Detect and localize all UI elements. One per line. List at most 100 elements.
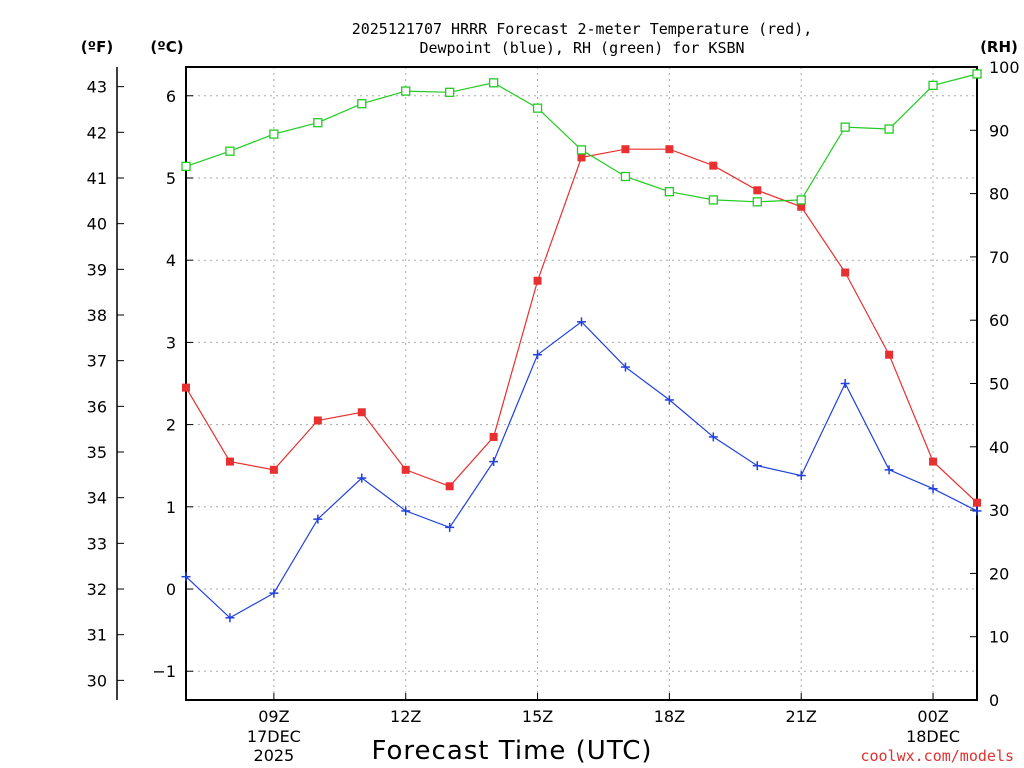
x-tick-label: 12Z	[390, 707, 421, 726]
rh-tick-label: 70	[989, 248, 1009, 267]
celsius-tick-label: 1	[166, 498, 176, 517]
rh-point	[884, 124, 894, 134]
dewpoint-point	[884, 465, 894, 475]
rh-point	[796, 195, 806, 205]
rh-tick-label: 40	[989, 438, 1009, 457]
rh-tick-label: 30	[989, 501, 1009, 520]
rh-point	[488, 78, 499, 88]
dewpoint-point	[445, 522, 455, 532]
rh-point	[357, 99, 367, 109]
temperature-point	[621, 145, 630, 154]
temperature-point	[445, 482, 454, 491]
rh-point	[928, 80, 938, 91]
dewpoint-point	[708, 432, 718, 442]
rh-unit-label: (RH)	[980, 38, 1018, 56]
x-axis-label: Forecast Time (UTC)	[371, 736, 652, 766]
fahrenheit-tick-label: 36	[87, 397, 107, 416]
rh-tick-label: 10	[989, 628, 1009, 647]
temperature-point	[841, 268, 850, 277]
dewpoint-point	[269, 588, 279, 598]
rh-point	[576, 145, 587, 155]
celsius-tick-label: 2	[166, 416, 176, 435]
rh-tick-label: 80	[989, 185, 1009, 204]
fahrenheit-tick-label: 35	[87, 443, 107, 462]
temperature-point	[357, 408, 366, 417]
temperature-point	[182, 383, 190, 392]
x-tick-label: 21Z	[786, 707, 817, 726]
temperature-point	[401, 465, 410, 474]
rh-line	[185, 73, 978, 203]
dewpoint-point	[840, 379, 850, 388]
rh-point	[664, 187, 675, 197]
dewpoint-point	[313, 514, 323, 524]
x-tick-label: 18Z	[654, 707, 685, 726]
rh-point	[225, 146, 235, 156]
x-tick-year-label: 2025	[254, 746, 295, 765]
x-tick-date-label: 17DEC	[247, 727, 301, 746]
dewpoint-point	[533, 350, 543, 360]
x-tick-label: 00Z	[917, 707, 948, 726]
celsius-tick-label: 3	[166, 333, 176, 352]
fahrenheit-tick-label: 43	[87, 78, 107, 97]
fahrenheit-tick-label: 41	[87, 169, 107, 188]
celsius-tick-label: 4	[166, 251, 176, 270]
celsius-unit-label: (ºC)	[150, 38, 183, 56]
dewpoint-point	[796, 471, 806, 481]
x-tick-label: 09Z	[258, 707, 289, 726]
dewpoint-line	[185, 321, 978, 619]
dewpoint-point	[489, 457, 499, 467]
chart-title-line2: Dewpoint (blue), RH (green) for KSBN	[419, 39, 744, 57]
temperature-point	[753, 186, 762, 195]
dewpoint-point	[357, 473, 367, 483]
data-series	[181, 69, 982, 623]
fahrenheit-tick-label: 42	[87, 123, 107, 142]
rh-point	[313, 118, 323, 128]
fahrenheit-unit-label: (ºF)	[81, 38, 113, 56]
fahrenheit-tick-label: 30	[87, 671, 107, 690]
dewpoint-point	[225, 613, 235, 623]
fahrenheit-tick-label: 38	[87, 306, 107, 325]
grid-lines	[186, 67, 977, 700]
axes: 3031323334353637383940414243−10123456010…	[87, 58, 1020, 765]
dewpoint-point	[928, 484, 938, 494]
fahrenheit-tick-label: 37	[87, 352, 107, 371]
temperature-point	[313, 416, 322, 425]
dewpoint-point	[401, 506, 411, 516]
rh-tick-label: 20	[989, 564, 1009, 583]
rh-point	[269, 129, 279, 139]
temperature-point	[489, 432, 498, 441]
rh-tick-label: 50	[989, 375, 1009, 394]
celsius-tick-label: 6	[166, 87, 176, 106]
rh-point	[181, 161, 191, 172]
dewpoint-point	[752, 461, 762, 471]
plot-frame	[185, 66, 978, 701]
rh-point	[401, 86, 411, 96]
rh-point	[972, 69, 982, 79]
temperature-point	[225, 457, 234, 466]
temperature-point	[885, 350, 894, 359]
rh-point	[445, 87, 455, 97]
dewpoint-point	[972, 506, 982, 516]
credit-label: coolwx.com/models	[860, 747, 1014, 765]
temperature-point	[929, 457, 938, 466]
x-tick-date-label: 18DEC	[906, 727, 960, 746]
celsius-tick-label: −1	[152, 662, 176, 681]
rh-tick-label: 0	[989, 691, 999, 710]
temperature-point	[269, 465, 278, 474]
dewpoint-point	[620, 362, 630, 372]
dewpoint-point	[664, 395, 674, 405]
temperature-point	[533, 276, 542, 285]
temperature-point	[577, 153, 586, 162]
x-tick-label: 15Z	[522, 707, 553, 726]
rh-tick-label: 100	[989, 58, 1020, 77]
celsius-tick-label: 0	[166, 580, 176, 599]
rh-point	[532, 103, 543, 113]
fahrenheit-tick-label: 33	[87, 534, 107, 553]
fahrenheit-tick-label: 32	[87, 580, 107, 599]
chart-title-line1: 2025121707 HRRR Forecast 2-meter Tempera…	[352, 20, 813, 38]
rh-point	[752, 197, 762, 207]
rh-point	[708, 195, 718, 205]
fahrenheit-tick-label: 39	[87, 260, 107, 279]
dewpoint-point	[181, 572, 191, 582]
